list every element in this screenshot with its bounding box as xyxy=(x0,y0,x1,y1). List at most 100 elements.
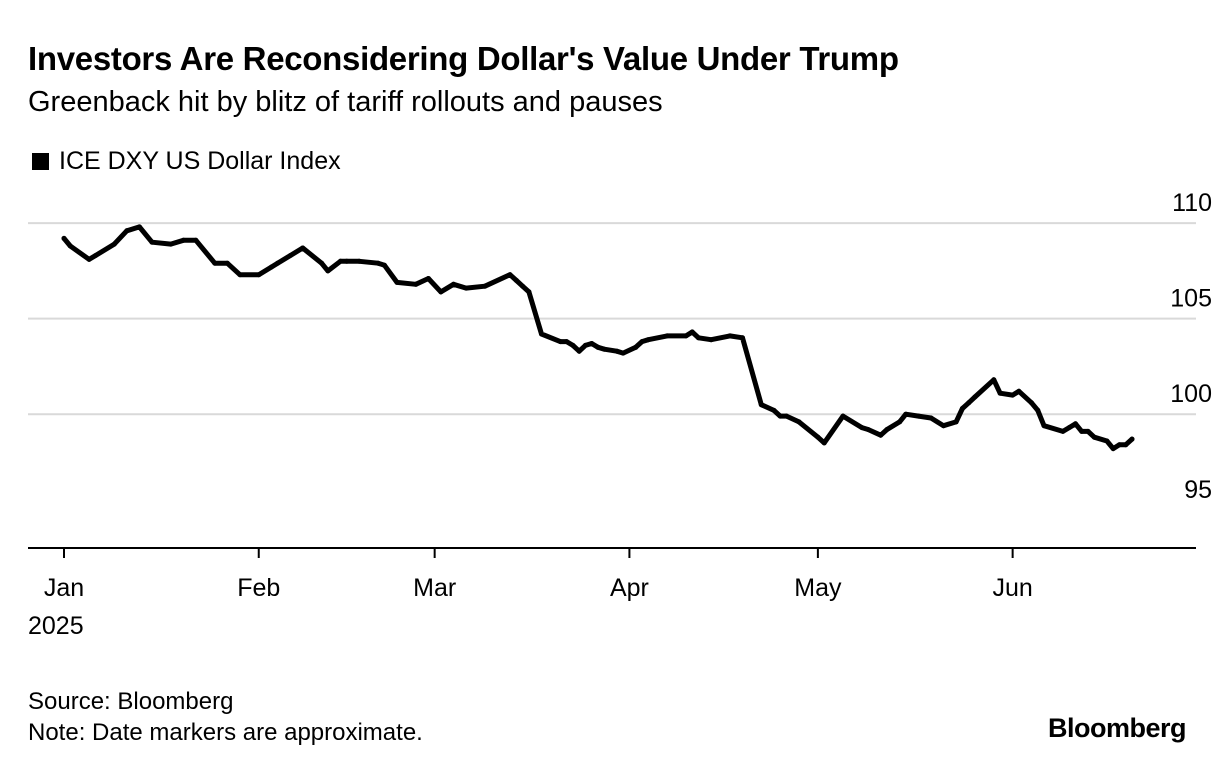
data-point xyxy=(696,335,701,341)
chart-title: Investors Are Reconsidering Dollar's Val… xyxy=(28,40,899,77)
x-tick-label-jan: Jan xyxy=(44,574,84,602)
data-point xyxy=(576,348,582,354)
data-point xyxy=(86,256,92,262)
data-point xyxy=(683,333,689,339)
y-tick-label-95: 95 xyxy=(1184,476,1212,504)
data-point xyxy=(941,423,946,429)
data-point xyxy=(451,281,456,287)
data-point xyxy=(915,413,921,419)
data-point xyxy=(903,411,909,417)
data-point xyxy=(482,283,488,289)
data-point xyxy=(168,241,174,247)
data-point xyxy=(601,346,607,352)
legend-swatch xyxy=(32,153,49,170)
data-point xyxy=(771,407,777,413)
data-point xyxy=(1116,442,1122,448)
data-point xyxy=(425,276,431,281)
data-point xyxy=(1129,436,1135,442)
data-point xyxy=(972,394,978,400)
data-point xyxy=(1066,425,1072,431)
data-point xyxy=(557,339,563,345)
data-point xyxy=(840,413,846,419)
legend-label: ICE DXY US Dollar Index xyxy=(59,147,341,175)
data-point xyxy=(708,337,714,343)
data-point xyxy=(897,419,903,425)
data-point xyxy=(212,260,218,266)
data-point xyxy=(758,402,764,408)
data-point xyxy=(878,432,884,438)
data-point xyxy=(727,333,733,339)
x-tick-label-apr: Apr xyxy=(610,574,649,602)
data-point xyxy=(1029,400,1034,406)
y-tick-label-100: 100 xyxy=(1170,380,1212,408)
data-point xyxy=(224,260,230,266)
line-chart: Jan Feb Mar Apr May Jun 2025 95 100 105 110 xyxy=(28,189,1212,640)
data-point xyxy=(959,406,965,411)
bloomberg-logo: Bloomberg xyxy=(1047,713,1187,743)
data-point xyxy=(928,415,934,421)
data-point xyxy=(344,258,350,264)
x-tick-label-feb: Feb xyxy=(237,574,280,602)
data-point xyxy=(1110,446,1116,452)
data-point xyxy=(275,260,281,266)
data-point xyxy=(92,253,98,259)
data-point xyxy=(589,341,595,346)
data-point xyxy=(620,350,626,356)
source-note: Source: Bloomberg xyxy=(28,688,234,715)
data-point xyxy=(784,413,789,419)
data-point xyxy=(325,268,331,274)
data-point xyxy=(1060,428,1066,434)
data-point xyxy=(1035,407,1041,413)
data-point xyxy=(645,337,651,343)
data-point xyxy=(136,224,142,230)
data-point xyxy=(67,243,73,249)
data-point xyxy=(300,245,306,251)
data-point xyxy=(664,333,670,339)
data-point xyxy=(438,289,444,295)
data-point xyxy=(1104,438,1110,444)
y-axis-labels: 95 100 105 110 xyxy=(1170,189,1212,504)
data-point xyxy=(256,272,262,278)
data-point xyxy=(463,285,469,291)
data-point xyxy=(539,331,544,337)
chart-subtitle: Greenback hit by blitz of tariff rollout… xyxy=(28,86,663,118)
data-point xyxy=(777,413,783,419)
data-point xyxy=(1010,392,1016,398)
data-point xyxy=(595,344,601,350)
legend: ICE DXY US Dollar Index xyxy=(32,147,341,176)
data-point xyxy=(1041,423,1047,429)
data-point xyxy=(149,239,155,245)
data-point xyxy=(1091,434,1097,440)
data-point xyxy=(815,434,821,440)
data-point xyxy=(614,348,620,354)
y-tick-label-105: 105 xyxy=(1170,285,1212,313)
data-point xyxy=(966,400,972,406)
data-point xyxy=(526,289,532,295)
data-point xyxy=(513,277,519,283)
date-note: Note: Date markers are approximate. xyxy=(28,719,423,746)
data-point xyxy=(268,264,274,270)
data-point xyxy=(953,419,959,425)
data-point xyxy=(319,260,325,266)
y-tick-label-110: 110 xyxy=(1172,189,1212,217)
data-point xyxy=(1079,428,1085,434)
data-point xyxy=(413,281,419,287)
data-point xyxy=(375,260,381,266)
x-tick-label-mar: Mar xyxy=(413,574,456,602)
data-point xyxy=(237,272,243,278)
data-point xyxy=(570,342,576,348)
data-point xyxy=(633,344,639,350)
data-point xyxy=(859,425,865,431)
data-point xyxy=(507,272,513,278)
series-layer xyxy=(61,224,1135,452)
data-point xyxy=(124,228,130,234)
x-tick-label-jun: Jun xyxy=(992,574,1032,602)
data-point xyxy=(865,427,871,432)
series-line-dxy xyxy=(61,224,1135,452)
data-point xyxy=(740,335,745,341)
gridlines xyxy=(28,222,1196,416)
data-point xyxy=(61,235,67,241)
data-point xyxy=(356,258,362,264)
data-point xyxy=(821,440,827,446)
data-point xyxy=(381,262,387,268)
